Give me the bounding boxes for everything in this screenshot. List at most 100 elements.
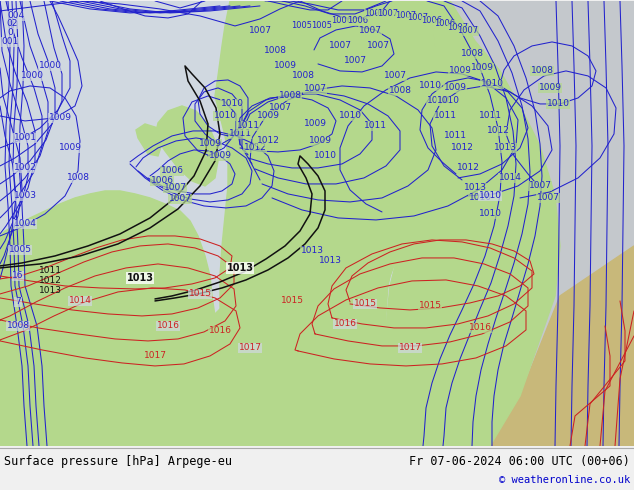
Text: 1007: 1007 [458,26,479,35]
Text: 1009: 1009 [257,111,280,121]
Text: 1007: 1007 [328,42,351,50]
Text: 1017: 1017 [399,343,422,352]
Text: 1012: 1012 [39,276,61,286]
Text: 1013: 1013 [318,256,342,266]
Text: 1008: 1008 [389,86,411,96]
Text: 1011: 1011 [39,267,61,275]
Polygon shape [490,246,634,446]
Text: 1001: 1001 [13,133,37,143]
Polygon shape [136,124,162,156]
Text: 1015: 1015 [418,301,441,311]
Text: 1009: 1009 [273,61,297,71]
Text: 1008: 1008 [264,47,287,55]
Text: 1009: 1009 [538,83,562,93]
Text: 001: 001 [1,37,18,47]
Text: 1011: 1011 [228,129,252,139]
Text: 1010: 1010 [436,97,460,105]
Polygon shape [155,106,218,186]
Text: 1017: 1017 [238,343,261,352]
Text: 1016: 1016 [333,319,356,328]
Text: 1010: 1010 [313,151,337,160]
Text: 1016: 1016 [469,323,491,332]
Text: 1012: 1012 [486,126,510,135]
Text: 1012: 1012 [456,164,479,172]
Text: 1009: 1009 [209,151,231,160]
Text: 1015: 1015 [354,299,377,308]
Polygon shape [0,191,250,446]
Text: 1010: 1010 [214,111,236,121]
Text: 1008: 1008 [460,49,484,58]
Text: 1014: 1014 [68,296,91,305]
Text: 1009: 1009 [198,140,221,148]
Text: 1010: 1010 [427,97,450,105]
Text: 1013: 1013 [463,183,486,193]
Polygon shape [386,1,560,446]
Text: 1010: 1010 [479,192,501,200]
Text: 1007: 1007 [358,26,382,35]
Text: 1011: 1011 [434,111,456,121]
Text: 1013: 1013 [127,273,153,283]
Text: 1006: 1006 [160,167,183,175]
Text: 1006: 1006 [332,17,353,25]
Text: 1013: 1013 [493,144,517,152]
Text: 1013: 1013 [226,263,254,273]
Text: 1007: 1007 [529,181,552,191]
Text: 1008: 1008 [6,321,30,330]
Polygon shape [382,1,442,446]
Text: 1007: 1007 [304,84,327,94]
Text: 1006: 1006 [434,20,456,28]
Text: 1009: 1009 [448,67,472,75]
Text: 1009: 1009 [48,114,72,122]
Text: 1010: 1010 [418,81,441,91]
Text: 1009: 1009 [309,136,332,146]
Polygon shape [215,1,448,446]
Text: 1005: 1005 [8,245,32,254]
Text: 1015: 1015 [188,290,212,298]
Text: 1010: 1010 [221,99,243,108]
Text: 1005: 1005 [292,22,313,30]
Text: 1013: 1013 [39,287,61,295]
Text: 1000: 1000 [20,72,44,80]
Text: 1009: 1009 [58,144,82,152]
Text: 1007: 1007 [384,72,406,80]
Text: 1011: 1011 [479,111,501,121]
Text: 1002: 1002 [13,164,36,172]
Text: 1016: 1016 [157,321,179,330]
Polygon shape [430,1,634,446]
Text: 1006: 1006 [422,17,443,25]
Text: 1010: 1010 [547,99,569,108]
Text: 1016: 1016 [209,326,231,336]
Text: 1009: 1009 [444,83,467,93]
Text: 1007: 1007 [344,56,366,66]
Text: 1008: 1008 [292,72,314,80]
Text: 7: 7 [15,297,21,306]
Text: 1006: 1006 [150,176,174,185]
Text: 1007: 1007 [365,9,385,19]
Text: 1000: 1000 [39,61,61,71]
Text: 1007: 1007 [408,13,429,23]
Text: 1005: 1005 [311,22,332,30]
Text: 1003: 1003 [13,192,37,200]
Text: 16: 16 [12,271,23,280]
Text: Fr 07-06-2024 06:00 UTC (00+06): Fr 07-06-2024 06:00 UTC (00+06) [409,455,630,468]
Text: 1008: 1008 [278,92,302,100]
Text: 1007: 1007 [269,103,292,112]
Text: 1007: 1007 [396,11,417,21]
Text: 1014: 1014 [498,173,521,182]
Text: 1011: 1011 [363,122,387,130]
Text: 1011: 1011 [444,131,467,141]
Polygon shape [235,166,265,194]
Text: 1007: 1007 [366,42,389,50]
Text: 1012: 1012 [243,144,266,152]
Text: 0: 0 [7,28,13,37]
Polygon shape [202,296,390,446]
Text: 1007: 1007 [377,9,399,19]
Text: 1010: 1010 [339,111,361,121]
Text: 1011: 1011 [236,122,259,130]
Text: 1010: 1010 [469,194,491,202]
Text: 1009: 1009 [470,63,493,73]
Text: 1004: 1004 [13,220,36,228]
Text: 1007: 1007 [448,24,469,32]
Text: 1009: 1009 [304,120,327,128]
Text: 1013: 1013 [301,246,323,255]
